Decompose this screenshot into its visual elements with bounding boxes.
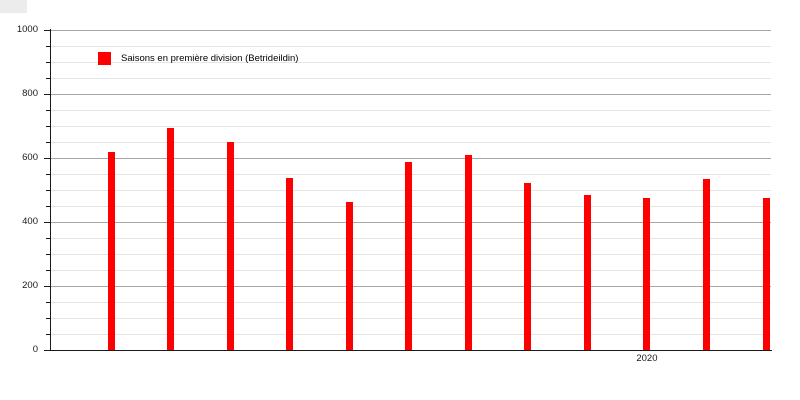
legend: Saisons en première division (Betrideild… (98, 52, 298, 65)
y-minor-tick (46, 206, 50, 207)
y-minor-tick (46, 318, 50, 319)
y-major-tick (44, 158, 50, 159)
y-axis-tick-label: 0 (32, 344, 38, 355)
y-axis-tick-label: 400 (22, 216, 38, 227)
y-major-tick (44, 30, 50, 31)
y-major-tick (44, 222, 50, 223)
bar (405, 161, 413, 350)
y-minor-tick (46, 142, 50, 143)
y-axis-tick-label: 1000 (16, 24, 38, 35)
y-major-gridline (50, 94, 771, 95)
y-major-gridline (50, 30, 771, 31)
bar (345, 202, 353, 350)
plot-area (50, 30, 771, 350)
y-major-gridline (50, 158, 771, 159)
y-axis-tick-label: 200 (22, 280, 38, 291)
y-minor-tick (46, 126, 50, 127)
y-minor-tick (46, 334, 50, 335)
y-minor-tick (46, 62, 50, 63)
y-axis-line (50, 29, 51, 351)
bar (703, 178, 710, 350)
bar (464, 154, 472, 350)
bar (167, 127, 175, 350)
y-minor-gridline (50, 78, 771, 79)
bar (583, 194, 591, 350)
y-minor-tick (46, 254, 50, 255)
y-minor-tick (46, 110, 50, 111)
y-minor-gridline (50, 110, 771, 111)
x-axis-tick-label: 2020 (636, 353, 658, 364)
y-axis-tick-label: 600 (22, 152, 38, 163)
y-minor-tick (46, 302, 50, 303)
y-minor-tick (46, 270, 50, 271)
bar (286, 177, 294, 350)
y-minor-tick (46, 46, 50, 47)
bar (107, 151, 115, 350)
y-minor-gridline (50, 62, 771, 63)
y-major-tick (44, 286, 50, 287)
y-major-tick (44, 94, 50, 95)
bar (643, 198, 651, 350)
y-major-tick (44, 350, 50, 351)
bar (524, 182, 532, 350)
legend-label: Saisons en première division (Betrideild… (121, 53, 299, 64)
y-minor-tick (46, 190, 50, 191)
y-minor-gridline (50, 126, 771, 127)
bar (226, 142, 234, 350)
legend-swatch (98, 52, 111, 65)
x-axis-line (50, 350, 772, 351)
y-minor-gridline (50, 142, 771, 143)
corner-artifact (0, 0, 27, 13)
y-minor-gridline (50, 46, 771, 47)
bar (762, 198, 770, 350)
y-minor-tick (46, 238, 50, 239)
y-minor-tick (46, 174, 50, 175)
y-minor-tick (46, 78, 50, 79)
y-axis-tick-label: 800 (22, 88, 38, 99)
